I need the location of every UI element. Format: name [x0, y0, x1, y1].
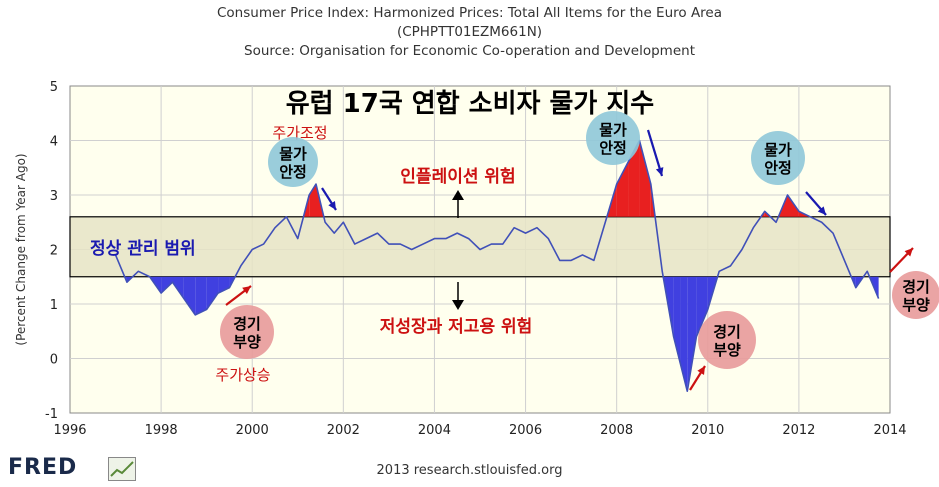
overlay-title: 유럽 17국 연합 소비자 물가 지수	[286, 89, 654, 119]
boom-bubble-1-line-1: 경기	[233, 315, 261, 333]
deflation-fill	[687, 276, 697, 392]
deflation-fill	[195, 276, 207, 315]
deflation-risk-label: 저성장과 저고용 위험	[380, 316, 533, 337]
price-stable-bubble-2-line-1: 물가	[599, 121, 627, 139]
price-stable-bubble-3-line-1: 물가	[764, 141, 792, 159]
boom-bubble-3-line-1: 경기	[902, 278, 930, 296]
inflation-fill	[616, 162, 629, 217]
x-tick-label: 1996	[53, 423, 86, 438]
fred-graph-icon	[108, 457, 136, 481]
deflation-fill	[206, 276, 219, 310]
cpi-line	[114, 139, 880, 393]
price-stable-arrow-1-head	[328, 201, 336, 210]
y-tick-label: 3	[50, 189, 58, 204]
boom-bubble-2-line-1: 경기	[713, 323, 741, 341]
price-stable-bubble-1	[268, 137, 318, 187]
x-tick-label: 2004	[418, 423, 451, 438]
deflation-fill	[183, 276, 196, 315]
boom-bubble-2	[698, 311, 756, 369]
chart-credit: 2013 research.stlouisfed.org	[376, 463, 563, 478]
x-tick-label: 2010	[691, 423, 724, 438]
chart-source: Source: Organisation for Economic Co-ope…	[244, 43, 695, 59]
deflation-fill	[218, 276, 230, 294]
x-tick-label: 2000	[236, 423, 269, 438]
inflation-fill	[639, 140, 651, 217]
y-axis-label: (Percent Change from Year Ago)	[14, 153, 28, 345]
boom-bubble-2-line-2: 부양	[713, 341, 741, 359]
boom-bubble-1	[220, 305, 274, 359]
y-tick-label: 1	[50, 298, 58, 313]
x-tick-label: 1998	[145, 423, 178, 438]
deflation-fill	[161, 276, 173, 294]
price-stable-bubble-3	[751, 131, 805, 185]
price-stable-bubble-3-line-2: 안정	[764, 159, 792, 177]
x-tick-label: 2006	[509, 423, 542, 438]
price-stable-arrow-3-head	[817, 206, 826, 215]
deflation-fill	[680, 276, 688, 392]
boom-arrow-1-head	[242, 286, 251, 295]
y-tick-label: 0	[50, 353, 58, 368]
boom-bubble-3-line-2: 부양	[902, 296, 930, 314]
cpi-chart: -1 0 1 2 3 4 5 1996 1998 2000 2002 2004 2006 2008 2010…	[14, 80, 939, 438]
chart-source-title: Consumer Price Index: Harmonized Prices:…	[216, 5, 723, 21]
band-label: 정상 관리 범위	[90, 239, 196, 259]
price-stable-bubble-2-line-2: 안정	[599, 139, 627, 157]
inflation-fill	[628, 140, 640, 217]
deflation-fill	[696, 276, 708, 337]
boom-bubble-3	[892, 271, 939, 319]
y-tick-label: 2	[50, 244, 58, 259]
y-tick-label: 4	[50, 135, 58, 150]
y-tick-label: 5	[50, 80, 58, 95]
stock-adjust-label: 주가조정	[272, 124, 327, 142]
inflation-risk-label: 인플레이션 위험	[400, 166, 515, 187]
fred-logo: FRED	[8, 455, 78, 480]
down-arrowhead	[452, 300, 464, 310]
price-stable-bubble-2	[586, 111, 640, 165]
price-stable-bubble-1-line-2: 안정	[279, 163, 307, 181]
series-id: (CPHPTT01EZM661N)	[396, 24, 543, 40]
x-tick-label: 2012	[782, 423, 815, 438]
x-tick-label: 2014	[873, 423, 906, 438]
boom-bubble-1-line-2: 부양	[233, 333, 261, 351]
boom-arrow-3-head	[904, 248, 913, 257]
x-tick-label: 2002	[327, 423, 360, 438]
up-arrowhead	[452, 190, 464, 200]
x-tick-label: 2008	[600, 423, 633, 438]
price-stable-arrow-2-head	[655, 167, 664, 176]
boom-arrow-2-head	[697, 366, 705, 375]
stock-rise-label: 주가상승	[215, 366, 270, 384]
price-stable-bubble-1-line-1: 물가	[279, 145, 307, 163]
y-tick-label: -1	[45, 407, 58, 422]
